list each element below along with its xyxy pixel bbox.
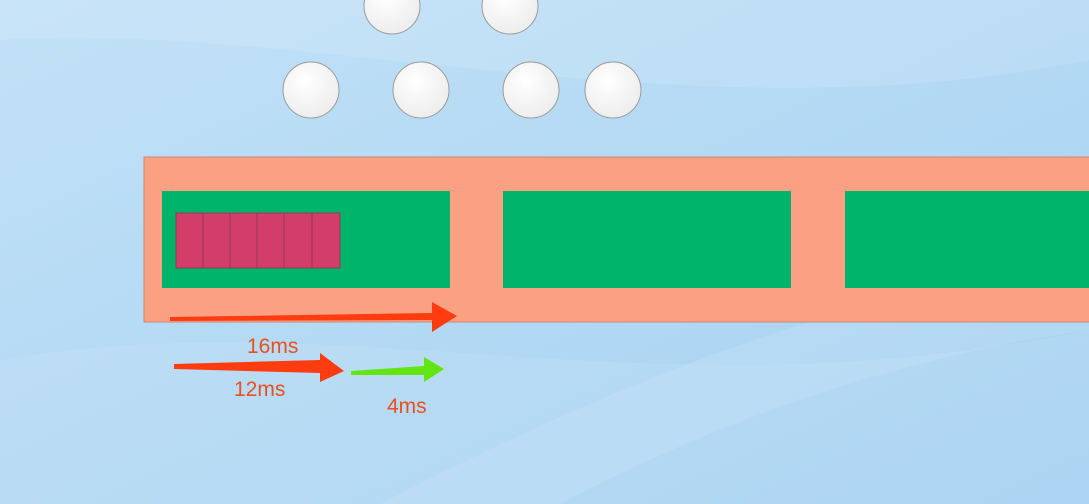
task-slice [283,212,313,269]
frame-time-label: 16ms [247,335,299,358]
task-circle [392,61,450,119]
frame-duration-arrow [170,302,457,332]
remaining-duration-arrow [351,357,444,382]
task-circle [584,61,642,119]
task-slice [175,212,204,269]
task-slice [256,212,285,269]
task-circle [502,61,560,119]
task-circles [282,0,642,119]
task-slice [202,212,231,269]
task-slice [311,212,341,269]
background-wave [0,330,1089,504]
frame-block [845,191,1089,288]
task-slice [229,212,258,269]
background-wave [0,0,1089,88]
frame-block [503,191,791,288]
work-duration-arrow [174,353,344,382]
task-slices [175,212,341,269]
work-time-label: 12ms [234,378,286,401]
task-circle [363,0,421,35]
task-circle [282,61,340,119]
remaining-time-label: 4ms [387,395,427,418]
task-circle [481,0,539,35]
